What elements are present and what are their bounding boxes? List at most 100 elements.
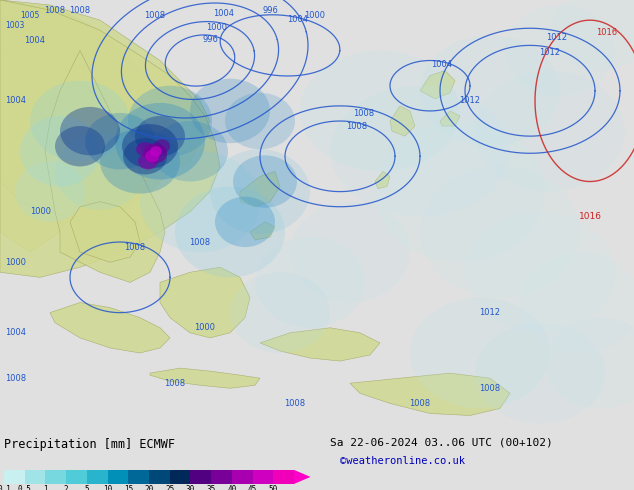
Ellipse shape xyxy=(100,129,180,194)
Text: 1012: 1012 xyxy=(547,33,567,42)
Text: 5: 5 xyxy=(84,485,89,490)
Ellipse shape xyxy=(330,86,510,217)
Text: 1016: 1016 xyxy=(596,28,617,37)
Text: 1012: 1012 xyxy=(460,97,481,105)
Bar xyxy=(128,470,149,484)
Bar xyxy=(170,470,190,484)
Text: 1000: 1000 xyxy=(30,207,51,216)
Text: 20: 20 xyxy=(145,485,153,490)
Text: ©weatheronline.co.uk: ©weatheronline.co.uk xyxy=(340,456,465,466)
Text: 2: 2 xyxy=(64,485,68,490)
Text: Sa 22-06-2024 03..06 UTC (00+102): Sa 22-06-2024 03..06 UTC (00+102) xyxy=(330,438,553,448)
Bar xyxy=(87,470,108,484)
Ellipse shape xyxy=(300,50,460,172)
Ellipse shape xyxy=(230,272,330,353)
Bar xyxy=(25,470,46,484)
Polygon shape xyxy=(350,373,510,416)
Text: 25: 25 xyxy=(165,485,174,490)
Ellipse shape xyxy=(123,138,167,174)
Text: 1000: 1000 xyxy=(5,258,26,267)
Ellipse shape xyxy=(55,133,145,210)
Text: 996: 996 xyxy=(262,5,278,15)
Text: 1008: 1008 xyxy=(164,379,186,388)
Ellipse shape xyxy=(138,153,158,170)
Ellipse shape xyxy=(85,113,155,170)
Text: 15: 15 xyxy=(124,485,133,490)
Ellipse shape xyxy=(115,103,205,179)
Text: 1012: 1012 xyxy=(539,48,560,57)
Text: 1: 1 xyxy=(43,485,48,490)
Bar xyxy=(273,470,294,484)
Ellipse shape xyxy=(420,35,560,146)
Ellipse shape xyxy=(55,126,105,167)
Ellipse shape xyxy=(122,124,178,169)
Ellipse shape xyxy=(15,161,85,222)
Ellipse shape xyxy=(152,121,228,181)
Text: 1000: 1000 xyxy=(206,24,227,32)
Ellipse shape xyxy=(210,149,310,234)
Ellipse shape xyxy=(150,146,162,156)
Ellipse shape xyxy=(145,150,159,162)
Ellipse shape xyxy=(505,5,615,96)
Ellipse shape xyxy=(290,202,410,302)
FancyArrow shape xyxy=(294,470,311,484)
Text: 1008: 1008 xyxy=(190,238,210,246)
Text: Precipitation [mm] ECMWF: Precipitation [mm] ECMWF xyxy=(4,438,175,451)
Text: 0.5: 0.5 xyxy=(18,485,32,490)
Text: 1005: 1005 xyxy=(20,11,40,20)
Polygon shape xyxy=(420,71,455,99)
Text: 1016: 1016 xyxy=(578,212,602,221)
Text: 30: 30 xyxy=(186,485,195,490)
Ellipse shape xyxy=(475,71,625,192)
Bar xyxy=(149,470,170,484)
Polygon shape xyxy=(50,302,170,353)
Ellipse shape xyxy=(154,139,170,153)
Polygon shape xyxy=(160,267,250,338)
Text: 45: 45 xyxy=(248,485,257,490)
Ellipse shape xyxy=(545,318,634,409)
Text: 1003: 1003 xyxy=(5,21,25,30)
Polygon shape xyxy=(45,50,165,282)
Text: 1008: 1008 xyxy=(70,5,91,15)
Ellipse shape xyxy=(215,196,275,247)
Text: 1004: 1004 xyxy=(432,60,453,69)
Bar xyxy=(252,470,273,484)
Ellipse shape xyxy=(255,237,365,328)
Ellipse shape xyxy=(520,252,634,353)
Ellipse shape xyxy=(20,116,100,187)
Text: 1004: 1004 xyxy=(5,328,26,337)
Ellipse shape xyxy=(475,323,605,423)
Polygon shape xyxy=(0,0,210,222)
Text: 1008: 1008 xyxy=(410,399,430,408)
Text: 40: 40 xyxy=(227,485,236,490)
Text: 1008: 1008 xyxy=(5,374,26,383)
Ellipse shape xyxy=(135,116,185,156)
Text: 35: 35 xyxy=(207,485,216,490)
Polygon shape xyxy=(70,202,140,262)
Text: 1004: 1004 xyxy=(5,97,26,105)
Polygon shape xyxy=(440,111,460,126)
Ellipse shape xyxy=(60,107,120,155)
Ellipse shape xyxy=(30,81,130,161)
Polygon shape xyxy=(0,0,180,141)
Ellipse shape xyxy=(465,212,615,333)
Bar xyxy=(190,470,211,484)
Polygon shape xyxy=(375,172,390,189)
Polygon shape xyxy=(250,222,275,240)
Ellipse shape xyxy=(550,0,634,71)
Ellipse shape xyxy=(136,142,154,156)
Polygon shape xyxy=(150,368,260,388)
Text: 10: 10 xyxy=(103,485,112,490)
Ellipse shape xyxy=(190,79,270,143)
Ellipse shape xyxy=(225,93,295,149)
Text: 1008: 1008 xyxy=(124,243,146,252)
Ellipse shape xyxy=(410,297,550,409)
Ellipse shape xyxy=(128,86,212,156)
Bar xyxy=(232,470,252,484)
Text: 50: 50 xyxy=(269,485,278,490)
Bar xyxy=(4,470,25,484)
Ellipse shape xyxy=(233,155,297,208)
Text: 1008: 1008 xyxy=(479,384,501,393)
Polygon shape xyxy=(0,0,220,277)
Text: 1004: 1004 xyxy=(212,9,234,18)
